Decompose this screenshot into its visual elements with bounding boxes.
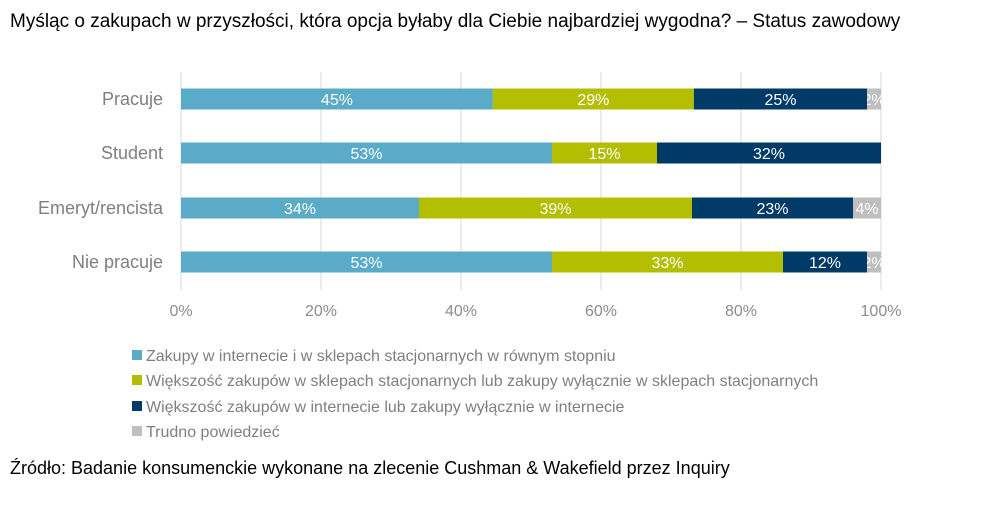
- bar-segment: [657, 142, 881, 164]
- chart-title: Myśląc o zakupach w przyszłości, która o…: [10, 11, 901, 32]
- bar-segment: [853, 197, 881, 219]
- legend-swatch: [132, 401, 142, 411]
- x-tick-label: 40%: [445, 303, 477, 320]
- bar-segment: [181, 142, 552, 164]
- data-label: 23%: [756, 201, 788, 218]
- x-tick-label: 20%: [305, 303, 337, 320]
- bar-segment: [181, 197, 419, 219]
- category-label: Pracuje: [102, 89, 163, 109]
- legend-swatch: [132, 375, 142, 385]
- data-label: 2%: [863, 92, 886, 109]
- legend-swatch: [132, 350, 142, 360]
- x-tick-label: 60%: [585, 303, 617, 320]
- bar-segment: [693, 88, 868, 110]
- data-label: 33%: [651, 255, 683, 272]
- data-label: 25%: [764, 92, 796, 109]
- bar-segment: [181, 251, 552, 273]
- data-label: 34%: [284, 201, 316, 218]
- legend-label: Zakupy w internecie i w sklepach stacjon…: [146, 348, 616, 365]
- data-label: 53%: [350, 146, 382, 163]
- x-tick-label: 0%: [169, 303, 192, 320]
- category-label: Nie pracuje: [72, 252, 163, 272]
- legend-label: Większość zakupów w internecie lub zakup…: [146, 399, 625, 416]
- bar-segment: [552, 251, 783, 273]
- x-tick-label: 80%: [725, 303, 757, 320]
- legend-swatch: [132, 426, 142, 436]
- bar-segment: [552, 142, 657, 164]
- data-label: 15%: [588, 146, 620, 163]
- data-label: 39%: [539, 201, 571, 218]
- data-label: 2%: [862, 255, 885, 272]
- data-label: 32%: [753, 146, 785, 163]
- bar-segment: [783, 251, 867, 273]
- category-label: Student: [101, 143, 163, 163]
- legend-label: Trudno powiedzieć: [146, 424, 280, 441]
- data-label: 4%: [855, 201, 878, 218]
- bar-segment: [867, 88, 881, 110]
- bar-segment: [492, 88, 694, 110]
- bar-segment: [181, 88, 493, 110]
- category-label: Emeryt/rencista: [38, 198, 164, 218]
- bar-segment: [692, 197, 853, 219]
- data-label: 53%: [350, 255, 382, 272]
- data-label: 29%: [577, 92, 609, 109]
- data-label: 45%: [321, 92, 353, 109]
- bar-segment: [419, 197, 692, 219]
- data-label: 12%: [809, 255, 841, 272]
- bar-segment: [867, 251, 881, 273]
- x-tick-label: 100%: [861, 303, 902, 320]
- legend-label: Większość zakupów w sklepach stacjonarny…: [146, 373, 818, 390]
- source-note: Źródło: Badanie konsumenckie wykonane na…: [10, 458, 730, 478]
